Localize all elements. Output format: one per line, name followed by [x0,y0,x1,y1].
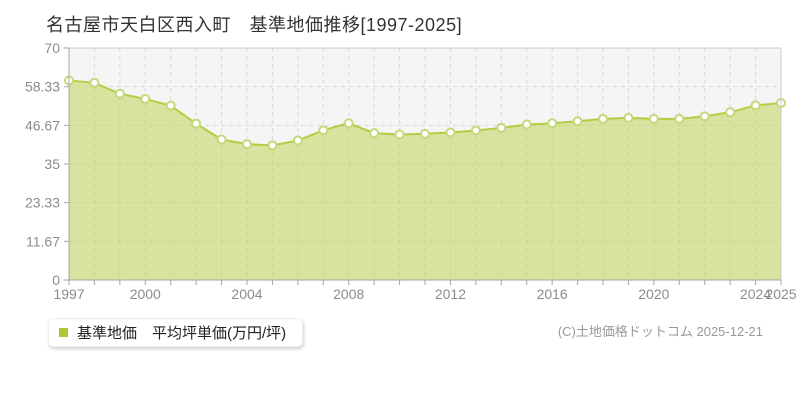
data-point [318,125,329,136]
svg-text:0: 0 [52,272,60,288]
data-point [165,100,176,111]
svg-text:2016: 2016 [537,286,568,302]
legend: 基準地価 平均坪単価(万円/坪) [48,318,303,347]
data-points [64,75,786,151]
data-point [521,119,532,130]
legend-marker-icon [59,328,68,337]
data-point [242,139,252,150]
legend-label: 基準地価 平均坪単価(万円/坪) [77,325,287,342]
area-fill [69,80,781,280]
y-axis-labels: 0 11.67 23.33 35 46.67 58.33 70 [25,40,60,288]
svg-text:2025: 2025 [765,286,796,302]
data-point [369,128,380,139]
svg-text:2004: 2004 [231,286,262,302]
data-point [292,135,303,146]
data-point [445,127,456,138]
svg-text:1997: 1997 [53,286,84,302]
svg-text:58.33: 58.33 [25,79,60,95]
data-point [572,116,583,127]
data-point [420,128,430,139]
svg-text:2000: 2000 [130,286,161,302]
data-point [598,113,608,124]
data-point [699,111,710,122]
data-point [140,94,151,105]
price-trend-chart: 0 11.67 23.33 35 46.67 58.33 70 1997 2000 2004 200… [25,40,797,302]
data-point [547,118,558,129]
data-point [750,100,761,111]
data-point [191,118,202,129]
data-point [114,88,125,99]
data-point [648,113,659,124]
svg-text:23.33: 23.33 [25,195,60,211]
data-point [216,134,227,145]
data-point [623,112,634,123]
page-title: 名古屋市天白区西入町 基準地価推移[1997-2025] [46,15,463,35]
svg-text:2024: 2024 [740,286,771,302]
svg-text:70: 70 [44,40,60,56]
svg-text:2012: 2012 [435,286,466,302]
svg-text:2020: 2020 [638,286,669,302]
data-point [267,140,278,151]
svg-text:46.67: 46.67 [25,117,60,133]
data-point [496,122,507,133]
tick-marks [64,47,782,285]
data-point [343,118,354,129]
data-point [394,129,405,140]
data-point [89,77,100,88]
svg-text:35: 35 [44,156,60,172]
svg-text:11.67: 11.67 [26,233,60,249]
data-point [674,113,685,124]
copyright-text: (C)土地価格ドットコム 2025-12-21 [557,324,763,339]
data-point [725,107,736,118]
data-point [470,125,481,136]
svg-text:2008: 2008 [333,286,364,302]
